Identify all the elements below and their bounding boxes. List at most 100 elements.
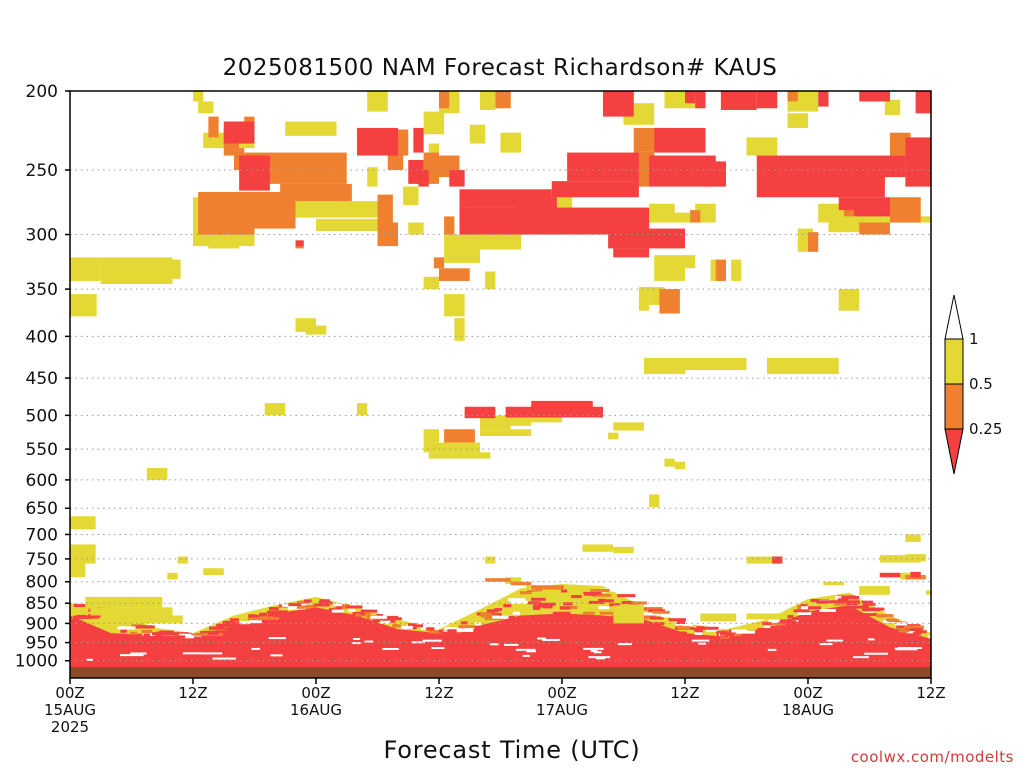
region-mid xyxy=(377,222,398,247)
region-high xyxy=(756,91,778,109)
pbl-speck xyxy=(203,630,214,634)
pbl-speck xyxy=(621,601,634,605)
region-low xyxy=(423,442,480,453)
xtick-label: 00Z xyxy=(301,684,330,702)
region-low xyxy=(408,222,424,235)
region-low xyxy=(90,607,173,616)
region-low xyxy=(100,615,183,624)
ytick-label: 500 xyxy=(26,406,58,426)
pbl-speck xyxy=(480,613,492,617)
region-high xyxy=(449,169,465,187)
pbl-speck xyxy=(912,632,922,636)
pbl-streak xyxy=(364,640,374,643)
region-mid xyxy=(510,581,532,586)
pbl-speck xyxy=(770,625,786,629)
pbl-speck xyxy=(869,607,880,611)
pbl-streak xyxy=(515,648,536,651)
pbl-streak xyxy=(382,648,399,651)
pbl-streak xyxy=(202,652,223,655)
region-high xyxy=(464,406,496,419)
pbl-speck xyxy=(275,610,283,614)
gridlines xyxy=(70,90,931,662)
pbl-speck xyxy=(911,627,922,631)
pbl-speck xyxy=(294,604,309,608)
pbl-speck xyxy=(393,624,402,628)
region-mid xyxy=(444,429,475,443)
region-high xyxy=(705,161,726,187)
pbl-streak xyxy=(767,648,777,651)
ytick-label: 650 xyxy=(26,499,58,519)
pbl-speck xyxy=(296,605,308,609)
region-high xyxy=(884,575,901,578)
pbl-speck xyxy=(509,600,530,604)
region-low xyxy=(905,534,921,542)
pbl-speck xyxy=(694,629,704,633)
region-high xyxy=(649,155,716,187)
xtick-label: 12Z xyxy=(916,684,945,702)
region-high xyxy=(608,228,685,249)
pbl-speck xyxy=(370,615,388,619)
region-low xyxy=(731,259,742,281)
region-low xyxy=(198,101,214,114)
region-high xyxy=(818,91,829,107)
region-low xyxy=(746,613,788,620)
pbl-streak xyxy=(86,658,94,661)
ytick-label: 200 xyxy=(26,82,58,102)
ytick-label: 850 xyxy=(26,594,58,614)
x-axis-title: Forecast Time (UTC) xyxy=(383,736,640,764)
region-low xyxy=(167,572,178,580)
region-mid xyxy=(439,91,450,109)
pbl-speck xyxy=(222,620,236,624)
region-high xyxy=(905,137,931,187)
pbl-speck xyxy=(680,631,687,635)
pbl-speck xyxy=(694,631,703,635)
region-low xyxy=(582,544,614,552)
region-low xyxy=(531,415,562,423)
ytick-label: 350 xyxy=(26,280,58,300)
region-low xyxy=(654,255,685,281)
region-high xyxy=(695,91,706,109)
pbl-streak xyxy=(537,637,546,640)
pbl-speck xyxy=(331,609,344,613)
pbl-speck xyxy=(401,625,413,629)
pbl-streak xyxy=(542,638,560,641)
ytick-label: 250 xyxy=(26,161,58,181)
pbl-speck xyxy=(456,628,474,632)
region-low xyxy=(367,167,378,187)
region-low xyxy=(264,403,286,416)
pbl-speck xyxy=(528,601,541,605)
region-low xyxy=(787,113,808,128)
pbl-speck xyxy=(789,618,799,622)
region-high xyxy=(910,571,921,578)
pbl-speck xyxy=(159,630,175,634)
pbl-speck xyxy=(601,599,615,603)
xtick-label: 12Z xyxy=(178,684,207,702)
region-low xyxy=(70,544,96,564)
pbl-speck xyxy=(762,621,771,625)
pbl-speck xyxy=(259,616,274,620)
pbl-speck xyxy=(571,595,582,599)
region-high xyxy=(531,400,593,409)
pbl-streak xyxy=(182,652,205,655)
pbl-speck xyxy=(360,612,369,616)
pbl-speck xyxy=(532,604,546,608)
pbl-speck xyxy=(239,621,251,625)
region-low xyxy=(146,467,168,480)
region-mid xyxy=(254,191,296,229)
region-high xyxy=(418,169,429,187)
pbl-streak xyxy=(212,657,236,660)
region-high xyxy=(720,91,757,110)
region-high xyxy=(685,91,696,104)
region-mid xyxy=(808,232,819,252)
pbl-streak xyxy=(268,637,286,640)
pbl-speck xyxy=(474,622,481,626)
pbl-speck xyxy=(862,602,876,606)
pbl-speck xyxy=(508,598,526,602)
pbl-streak xyxy=(595,657,606,660)
pbl-speck xyxy=(458,625,475,629)
region-low xyxy=(403,186,419,206)
pbl-speck xyxy=(503,604,512,608)
pbl-streak xyxy=(270,654,283,657)
pbl-speck xyxy=(512,611,521,615)
region-low xyxy=(85,596,163,608)
